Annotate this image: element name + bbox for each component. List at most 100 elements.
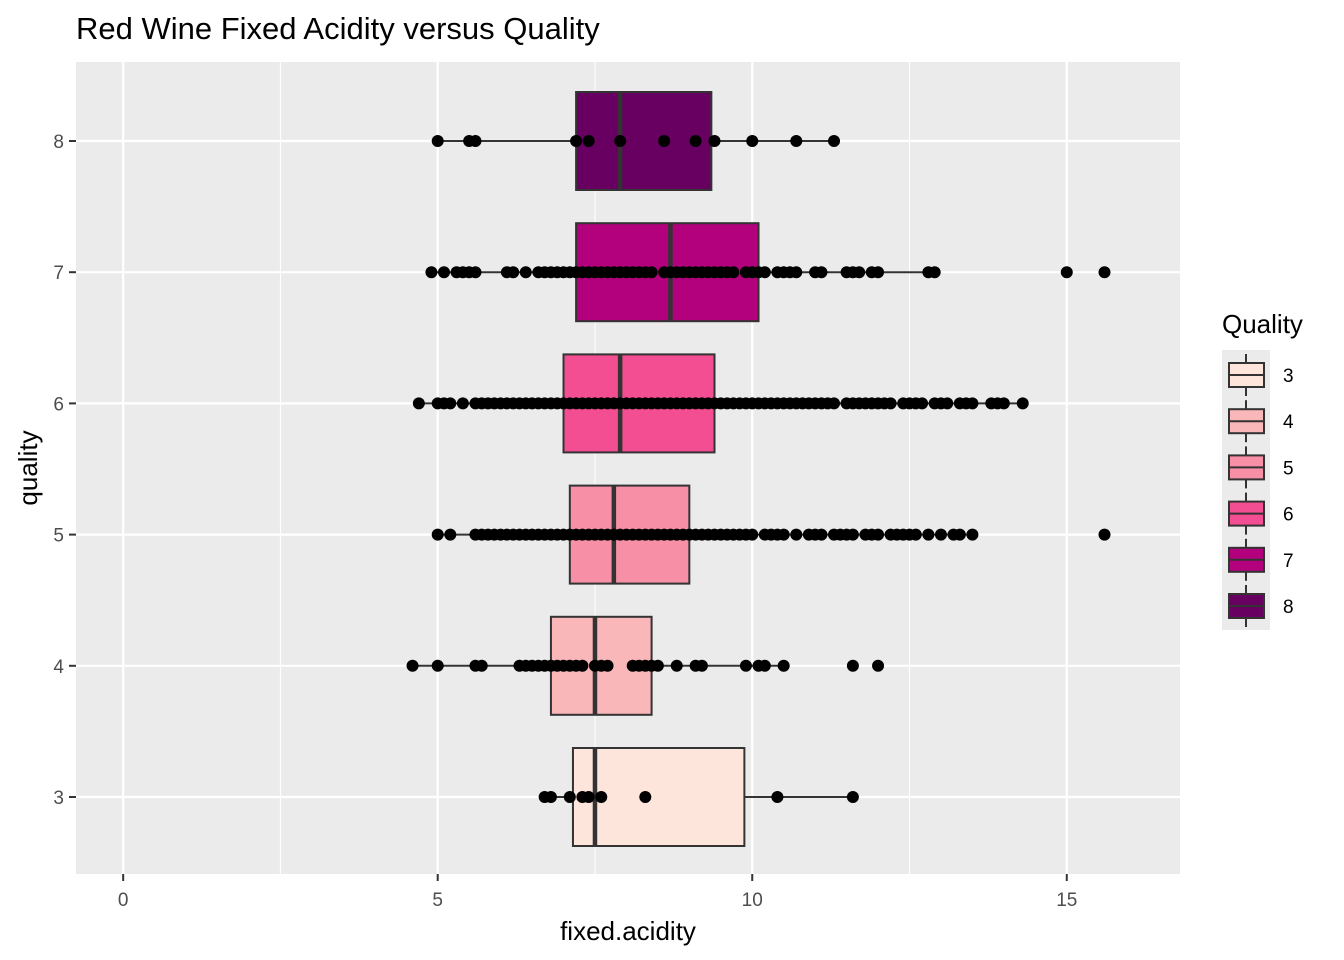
data-point bbox=[469, 266, 482, 279]
x-axis-title: fixed.acidity bbox=[560, 916, 696, 946]
box-iqr bbox=[571, 747, 746, 847]
x-tick-label: 0 bbox=[118, 890, 129, 911]
data-point bbox=[771, 791, 784, 803]
y-tick-label: 8 bbox=[53, 132, 64, 153]
data-point bbox=[739, 659, 752, 672]
y-tick-label: 3 bbox=[53, 788, 64, 809]
data-point bbox=[884, 397, 897, 410]
data-point bbox=[815, 528, 828, 541]
y-axis-title: quality bbox=[13, 430, 43, 505]
plot-panel bbox=[76, 62, 1180, 874]
data-point bbox=[614, 135, 627, 147]
box-quality-8 bbox=[437, 91, 835, 191]
legend-label: 7 bbox=[1283, 551, 1294, 572]
data-point bbox=[412, 397, 425, 410]
y-tick-label: 5 bbox=[53, 526, 64, 547]
data-point bbox=[916, 397, 929, 410]
data-point bbox=[595, 791, 608, 803]
minor-gridlines bbox=[279, 62, 911, 874]
y-tick-label: 7 bbox=[53, 263, 64, 284]
legend-label: 5 bbox=[1283, 458, 1294, 479]
legend-item-6: 6 bbox=[1228, 492, 1294, 535]
data-point bbox=[815, 266, 828, 279]
data-point bbox=[563, 791, 576, 803]
data-point bbox=[1098, 266, 1111, 279]
data-point bbox=[790, 135, 803, 147]
legend-label: 8 bbox=[1283, 597, 1294, 618]
legend-item-4: 4 bbox=[1228, 400, 1294, 443]
data-point bbox=[746, 528, 759, 541]
data-point bbox=[746, 135, 759, 147]
data-point bbox=[576, 659, 589, 672]
data-point bbox=[727, 266, 740, 279]
data-point bbox=[1016, 397, 1029, 410]
data-point bbox=[828, 397, 841, 410]
boxes-layer bbox=[412, 91, 1023, 847]
legend-items: 3 4 5 6 7 8 bbox=[1228, 354, 1294, 627]
data-point bbox=[444, 528, 457, 541]
box-quality-3 bbox=[544, 747, 853, 847]
legend-key-background bbox=[1222, 350, 1270, 630]
data-point bbox=[431, 135, 444, 147]
data-point bbox=[639, 791, 652, 803]
x-tick-label: 15 bbox=[1056, 890, 1077, 911]
data-point bbox=[456, 397, 469, 410]
data-point bbox=[475, 659, 488, 672]
legend-item-8: 8 bbox=[1228, 585, 1294, 627]
data-point bbox=[846, 791, 859, 803]
chart-title: Red Wine Fixed Acidity versus Quality bbox=[76, 11, 600, 46]
data-point bbox=[469, 135, 482, 147]
data-point bbox=[645, 266, 658, 279]
data-point bbox=[872, 659, 885, 672]
data-point bbox=[934, 528, 947, 541]
y-axis: 3 4 5 6 7 8 bbox=[53, 132, 76, 809]
data-point bbox=[922, 528, 935, 541]
data-point bbox=[601, 659, 614, 672]
data-point bbox=[1060, 266, 1073, 279]
x-tick-label: 5 bbox=[432, 890, 443, 911]
data-point bbox=[953, 528, 966, 541]
legend: Quality 3 4 5 6 7 8 bbox=[1222, 309, 1303, 630]
box-iqr bbox=[575, 91, 713, 191]
data-point bbox=[966, 397, 979, 410]
data-point bbox=[582, 791, 595, 803]
points-layer bbox=[406, 135, 1111, 803]
x-axis: 0 5 10 15 bbox=[118, 874, 1077, 911]
data-point bbox=[928, 266, 941, 279]
data-point bbox=[406, 659, 419, 672]
data-point bbox=[651, 659, 664, 672]
data-point bbox=[444, 397, 457, 410]
data-point bbox=[846, 528, 859, 541]
data-point bbox=[695, 659, 708, 672]
data-point bbox=[758, 659, 771, 672]
data-point bbox=[941, 397, 954, 410]
y-tick-label: 4 bbox=[53, 657, 64, 678]
legend-item-7: 7 bbox=[1228, 538, 1294, 581]
legend-title: Quality bbox=[1222, 309, 1303, 339]
data-point bbox=[758, 266, 771, 279]
legend-label: 6 bbox=[1283, 505, 1294, 526]
data-point bbox=[570, 135, 583, 147]
data-point bbox=[670, 659, 683, 672]
legend-item-5: 5 bbox=[1228, 446, 1294, 489]
data-point bbox=[872, 266, 885, 279]
data-point bbox=[909, 528, 922, 541]
data-point bbox=[872, 528, 885, 541]
data-point bbox=[582, 135, 595, 147]
data-point bbox=[544, 791, 557, 803]
data-point bbox=[853, 266, 866, 279]
data-point bbox=[658, 135, 671, 147]
legend-label: 3 bbox=[1283, 366, 1294, 387]
data-point bbox=[790, 266, 803, 279]
y-tick-label: 6 bbox=[53, 394, 64, 415]
x-tick-label: 10 bbox=[742, 890, 763, 911]
data-point bbox=[997, 397, 1010, 410]
data-point bbox=[828, 135, 841, 147]
data-point bbox=[431, 528, 444, 541]
data-point bbox=[708, 135, 721, 147]
data-point bbox=[431, 659, 444, 672]
data-point bbox=[777, 659, 790, 672]
legend-label: 4 bbox=[1283, 412, 1294, 433]
data-point bbox=[846, 659, 859, 672]
